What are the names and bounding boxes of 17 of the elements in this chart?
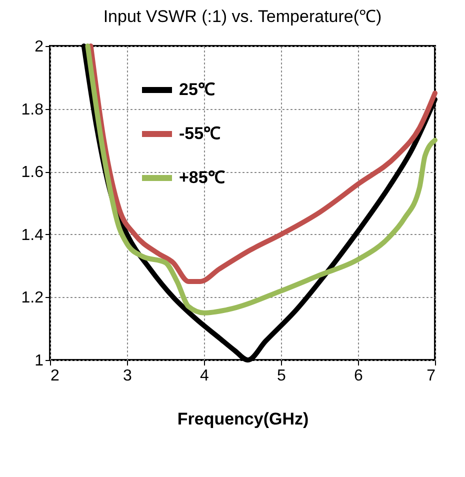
x-axis-title: Frequency(GHz) (177, 410, 309, 428)
legend-label: 25℃ (179, 80, 215, 99)
y-tick-label: 1.8 (21, 101, 44, 118)
y-tick-label: 1 (34, 352, 44, 370)
y-tick-label: 2 (34, 38, 44, 56)
x-tick-label: 3 (123, 368, 132, 384)
x-tick-label: 2 (50, 368, 60, 384)
legend-label: +85℃ (179, 168, 225, 187)
y-tick-label: 1.6 (21, 164, 44, 182)
y-tick-label: 1.4 (21, 226, 44, 244)
y-tick-label: 1.2 (21, 290, 44, 307)
legend-label: -55℃ (179, 124, 221, 143)
x-tick-label: 5 (277, 368, 286, 384)
x-tick-label: 7 (426, 368, 436, 384)
chart-title: Input VSWR (:1) vs. Temperature(℃) (103, 7, 382, 26)
x-tick-label: 4 (200, 368, 210, 384)
x-tick-label: 6 (354, 368, 364, 384)
